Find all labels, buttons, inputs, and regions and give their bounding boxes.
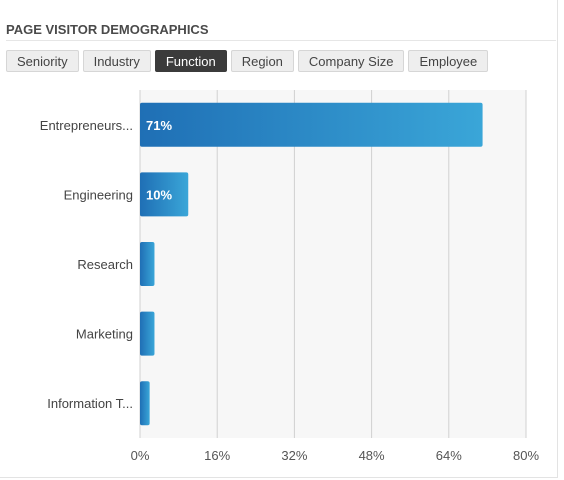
bar xyxy=(140,311,155,356)
tab-industry[interactable]: Industry xyxy=(82,50,151,72)
function-bar-chart: 0% 16% 32% 48% 64% 80% Entrepreneurs... 71% Engi… xyxy=(40,90,539,463)
tab-function[interactable]: Function xyxy=(154,50,227,72)
tab-company-size[interactable]: Company Size xyxy=(297,50,405,72)
x-tick-label: 64% xyxy=(436,448,462,463)
bar xyxy=(140,172,189,217)
panel-title: PAGE VISITOR DEMOGRAPHICS xyxy=(6,22,209,37)
x-tick-label: 0% xyxy=(131,448,150,463)
title-divider xyxy=(6,40,556,41)
tab-employee[interactable]: Employee xyxy=(408,50,489,72)
category-label: Entrepreneurs... xyxy=(40,118,133,133)
demographic-tabs: Seniority Industry Function Region Compa… xyxy=(6,50,489,72)
x-tick-label: 48% xyxy=(359,448,385,463)
bar xyxy=(140,381,150,426)
bar xyxy=(140,102,483,147)
category-label: Information T... xyxy=(47,396,133,411)
category-label: Engineering xyxy=(64,187,133,202)
tab-region[interactable]: Region xyxy=(230,50,294,72)
bar xyxy=(140,242,155,286)
bar-value-label: 71% xyxy=(146,118,172,133)
plot-background xyxy=(140,90,526,438)
x-tick-label: 16% xyxy=(204,448,230,463)
x-tick-label: 80% xyxy=(513,448,539,463)
category-label: Research xyxy=(77,257,133,272)
tab-seniority[interactable]: Seniority xyxy=(6,50,79,72)
category-label: Marketing xyxy=(76,327,133,342)
x-tick-label: 32% xyxy=(281,448,307,463)
bar-value-label: 10% xyxy=(146,187,172,202)
